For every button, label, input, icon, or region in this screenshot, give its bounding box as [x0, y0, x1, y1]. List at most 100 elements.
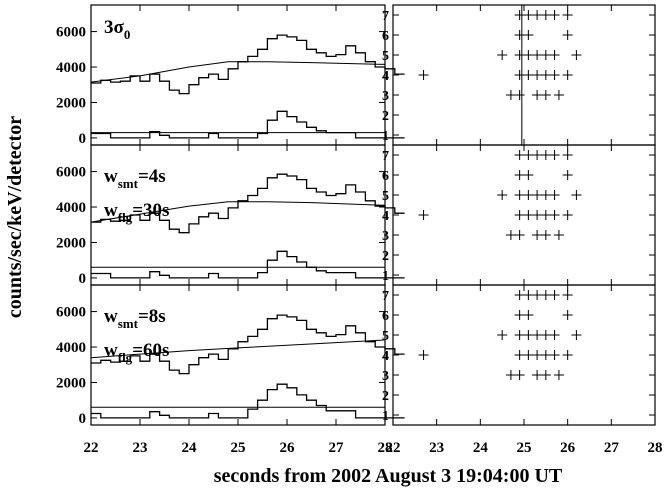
detection-point [523, 50, 534, 60]
x-tick-label: 28 [648, 440, 663, 456]
detection-point [540, 210, 551, 220]
detection-point [523, 170, 534, 180]
y-tick-label: 4 [382, 209, 389, 224]
detection-point [549, 330, 560, 340]
detection-point [418, 350, 429, 360]
detection-point [532, 230, 543, 240]
y-tick-label: 0 [79, 411, 87, 427]
detection-point [562, 310, 573, 320]
y-tick-label: 7 [382, 149, 389, 164]
detection-point [497, 50, 508, 60]
detection-point [562, 30, 573, 40]
detection-point [549, 190, 560, 200]
detection-point [523, 10, 534, 20]
residual-curve [91, 383, 405, 419]
detection-point [532, 50, 543, 60]
detection-point [540, 370, 551, 380]
detection-point [514, 10, 525, 20]
detection-point [514, 210, 525, 220]
detection-point [549, 10, 560, 20]
detection-point [571, 330, 582, 340]
detection-point [514, 290, 525, 300]
y-tick-label: 6 [382, 169, 389, 184]
x-tick-label: 22 [386, 440, 401, 456]
x-tick-label: 23 [133, 440, 148, 456]
detection-point [549, 290, 560, 300]
detection-point [549, 210, 560, 220]
y-tick-label: 6000 [56, 305, 86, 321]
detection-point [523, 30, 534, 40]
y-tick-label: 6 [382, 29, 389, 44]
detection-point [553, 90, 564, 100]
detection-point [553, 230, 564, 240]
y-tick-label: 2 [382, 249, 389, 264]
y-tick-label: 6000 [56, 25, 86, 41]
background-curve [90, 201, 386, 223]
y-tick-label: 3 [382, 369, 389, 384]
y-tick-label: 4 [382, 349, 389, 364]
panel-label: wflg=60s [104, 340, 169, 365]
light-curve [91, 34, 405, 95]
y-tick-label: 2 [382, 389, 389, 404]
y-tick-label: 6 [382, 309, 389, 324]
x-tick-label: 27 [604, 440, 620, 456]
detection-point [523, 150, 534, 160]
detection-point [514, 190, 525, 200]
y-tick-label: 5 [382, 49, 389, 64]
detection-point [549, 150, 560, 160]
y-tick-label: 0 [79, 131, 87, 147]
detection-point [562, 150, 573, 160]
y-tick-label: 4000 [56, 340, 86, 356]
detection-point [540, 50, 551, 60]
detection-point [562, 350, 573, 360]
detection-point [418, 210, 429, 220]
detection-point [549, 50, 560, 60]
detection-point [562, 10, 573, 20]
detection-point [540, 70, 551, 80]
detection-point [514, 30, 525, 40]
detection-point [540, 350, 551, 360]
x-axis-label: seconds from 2002 August 3 19:04:00 UT [214, 465, 563, 487]
light-curve [91, 173, 405, 234]
detection-point [562, 210, 573, 220]
detection-point [540, 150, 551, 160]
y-tick-label: 5 [382, 329, 389, 344]
detection-point [505, 230, 516, 240]
detection-point [562, 70, 573, 80]
y-tick-label: 2000 [56, 235, 86, 251]
detection-point [514, 90, 525, 100]
x-tick-label: 23 [429, 440, 444, 456]
y-tick-label: 4 [382, 69, 389, 84]
detection-point [532, 290, 543, 300]
y-tick-label: 1 [382, 269, 389, 284]
y-tick-label: 6000 [56, 165, 86, 181]
detection-point [523, 190, 534, 200]
x-tick-label: 24 [473, 440, 489, 456]
left-panel-frame [90, 4, 386, 146]
y-tick-label: 3 [382, 229, 389, 244]
y-tick-label: 4000 [56, 200, 86, 216]
detection-point [514, 170, 525, 180]
detection-point [514, 370, 525, 380]
residual-curve [91, 110, 405, 139]
y-tick-label: 0 [79, 271, 87, 287]
row-2: 0 2000 4000 6000 wsmt=4s wflg=30s 1 2 3 4 5 6 7 [56, 144, 656, 287]
y-tick-label: 4000 [56, 60, 86, 76]
x-tick-label: 22 [84, 440, 99, 456]
detection-point [540, 230, 551, 240]
detection-point [523, 210, 534, 220]
detection-point [540, 10, 551, 20]
detection-point [497, 190, 508, 200]
detection-point [532, 350, 543, 360]
y-tick-label: 7 [382, 9, 389, 24]
detection-point [532, 370, 543, 380]
residual-curve [91, 250, 405, 279]
x-tick-label: 25 [231, 440, 246, 456]
detection-point [549, 70, 560, 80]
detection-point [514, 330, 525, 340]
x-tick-label: 26 [280, 440, 296, 456]
detection-point [571, 50, 582, 60]
detection-point [514, 230, 525, 240]
